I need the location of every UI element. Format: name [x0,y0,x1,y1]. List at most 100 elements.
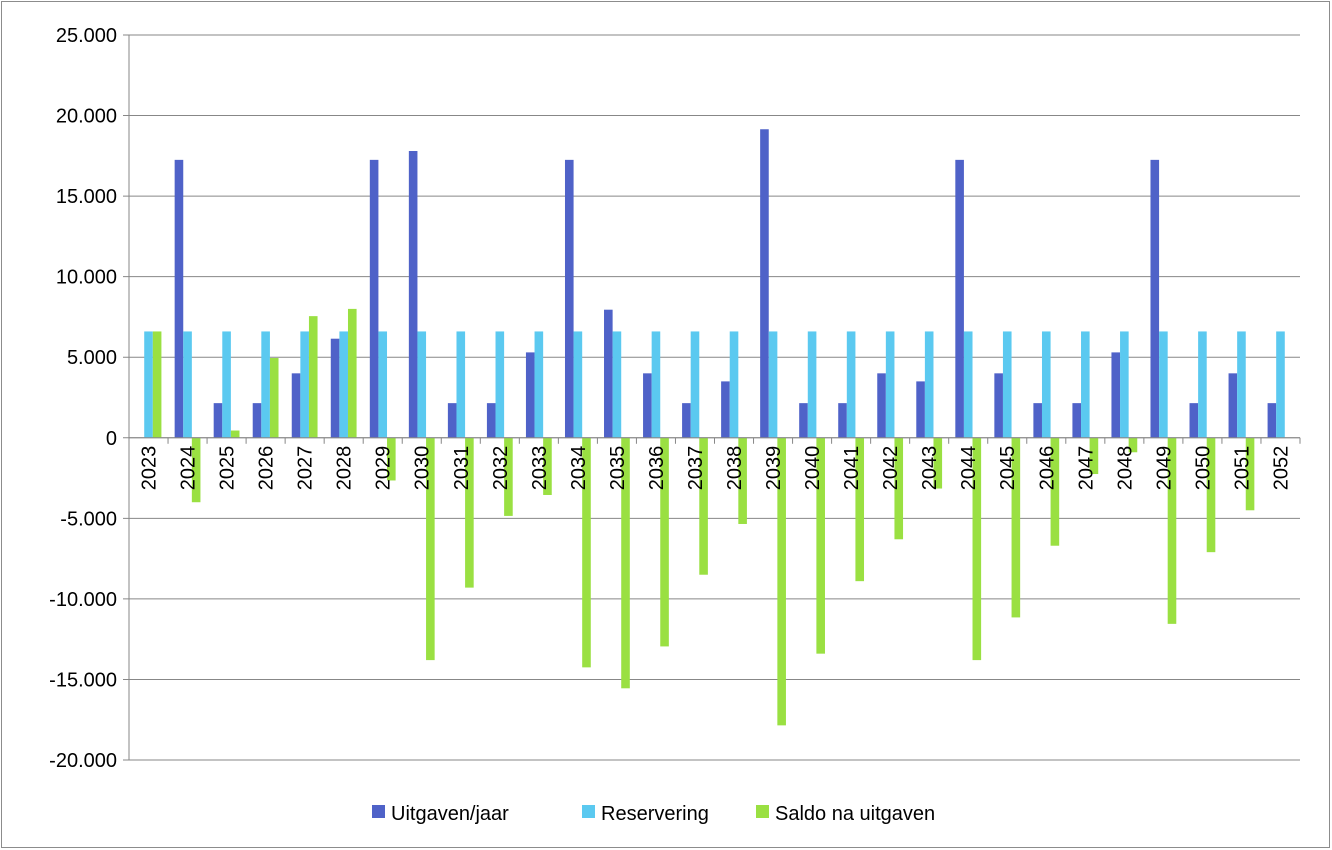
x-tick-label: 2037 [685,446,707,491]
bar-reservering-2026 [261,331,270,438]
bar-saldo-na-uitgaven-2031 [465,437,474,588]
bar-saldo-na-uitgaven-2047 [1089,437,1099,475]
bar-uitgaven-jaar-2045 [994,373,1003,438]
bar-reservering-2038 [729,331,739,438]
bar-uitgaven-jaar-2050 [1189,403,1199,438]
bar-saldo-na-uitgaven-2037 [699,437,708,575]
x-tick-label: 2047 [1075,446,1097,491]
bar-uitgaven-jaar-2049 [1150,159,1160,438]
bar-reservering-2024 [183,331,192,438]
bar-reservering-2052 [1276,331,1285,438]
x-tick-label: 2052 [1270,446,1292,491]
bar-uitgaven-jaar-2041 [838,403,847,438]
y-tick-label: 0 [106,428,117,450]
bar-uitgaven-jaar-2046 [1033,403,1042,438]
bar-saldo-na-uitgaven-2024 [191,437,201,503]
bar-uitgaven-jaar-2047 [1072,403,1082,438]
bar-reservering-2028 [339,331,348,438]
bar-saldo-na-uitgaven-2025 [230,430,240,438]
legend: Uitgaven/jaar Reservering Saldo na uitgave… [372,803,935,825]
bar-uitgaven-jaar-2040 [799,403,808,438]
bar-reservering-2051 [1237,331,1246,438]
legend-swatch-uitgaven-jaar [372,805,385,818]
y-tick-label: 20.000 [56,106,117,128]
x-tick-label: 2028 [334,446,356,491]
bar-reservering-2045 [1002,331,1012,438]
y-tick-label: -5.000 [60,508,117,530]
legend-label: Saldo na uitgaven [775,803,935,825]
bar-reservering-2042 [885,331,895,438]
bar-saldo-na-uitgaven-2036 [660,437,669,647]
bar-uitgaven-jaar-2029 [369,159,379,438]
y-tick-labels: 25.000 20.000 15.000 10.000 5.000 0 -5.000 -10.… [49,25,117,772]
bar-saldo-na-uitgaven-2044 [972,437,982,661]
bar-reservering-2037 [690,331,700,438]
bar-uitgaven-jaar-2032 [486,403,496,438]
bar-reservering-2046 [1041,331,1051,438]
bar-reservering-2043 [924,331,934,438]
bars [144,129,1285,726]
bar-saldo-na-uitgaven-2028 [347,308,357,438]
x-tick-label: 2031 [451,446,473,491]
bar-saldo-na-uitgaven-2042 [894,437,904,540]
x-tick-label: 2040 [802,446,824,491]
bar-saldo-na-uitgaven-2030 [426,437,435,661]
bar-reservering-2027 [300,331,309,438]
bar-saldo-na-uitgaven-2043 [933,437,943,489]
legend-label: Uitgaven/jaar [391,803,509,825]
bar-reservering-2048 [1120,331,1129,438]
bar-reservering-2032 [495,331,505,438]
bar-uitgaven-jaar-2042 [877,373,886,438]
bar-saldo-na-uitgaven-2035 [621,437,630,689]
y-tick-label: -10.000 [49,589,117,611]
x-tick-label: 2026 [256,446,278,491]
bar-reservering-2036 [651,331,661,438]
bar-uitgaven-jaar-2048 [1111,352,1121,438]
gridlines [123,34,1300,761]
x-tick-label: 2039 [763,446,785,491]
bar-reservering-2041 [846,331,856,438]
legend-label: Reservering [601,803,709,825]
x-tick-label: 2032 [490,446,512,491]
bar-saldo-na-uitgaven-2029 [387,437,396,481]
bar-reservering-2047 [1081,331,1090,438]
bar-reservering-2031 [456,331,466,438]
bar-reservering-2049 [1159,331,1168,438]
bar-uitgaven-jaar-2044 [955,159,964,438]
bar-uitgaven-jaar-2035 [604,309,613,438]
bar-reservering-2035 [612,331,622,438]
y-tick-label: -15.000 [49,669,117,691]
bar-saldo-na-uitgaven-2051 [1245,437,1255,511]
x-tick-label: 2027 [295,446,317,491]
bar-saldo-na-uitgaven-2041 [855,437,865,582]
bar-uitgaven-jaar-2051 [1228,373,1238,438]
bar-saldo-na-uitgaven-2040 [816,437,825,654]
x-tick-label: 2030 [412,446,434,491]
bar-reservering-2040 [807,331,817,438]
bar-saldo-na-uitgaven-2045 [1011,437,1021,618]
bar-reservering-2029 [378,331,388,438]
y-tick-label: 25.000 [56,25,117,47]
bar-reservering-2025 [222,331,231,438]
bar-uitgaven-jaar-2024 [174,159,184,438]
legend-swatch-reservering [582,805,595,818]
x-tick-label: 2050 [1192,446,1214,491]
x-tick-label: 2049 [1153,446,1175,491]
bar-reservering-2050 [1198,331,1207,438]
bar-saldo-na-uitgaven-2050 [1206,437,1216,553]
bar-uitgaven-jaar-2037 [682,403,691,438]
bar-saldo-na-uitgaven-2032 [504,437,513,516]
x-tick-label: 2041 [841,446,863,491]
bar-saldo-na-uitgaven-2023 [152,331,162,438]
bar-saldo-na-uitgaven-2049 [1167,437,1177,624]
x-tick-label: 2034 [568,446,590,491]
bar-saldo-na-uitgaven-2027 [308,316,318,438]
bar-uitgaven-jaar-2039 [760,129,769,438]
bar-uitgaven-jaar-2038 [721,381,730,438]
bar-saldo-na-uitgaven-2026 [269,358,279,438]
bar-uitgaven-jaar-2036 [643,373,652,438]
x-tick-label: 2036 [646,446,668,491]
bar-reservering-2023 [144,331,153,438]
